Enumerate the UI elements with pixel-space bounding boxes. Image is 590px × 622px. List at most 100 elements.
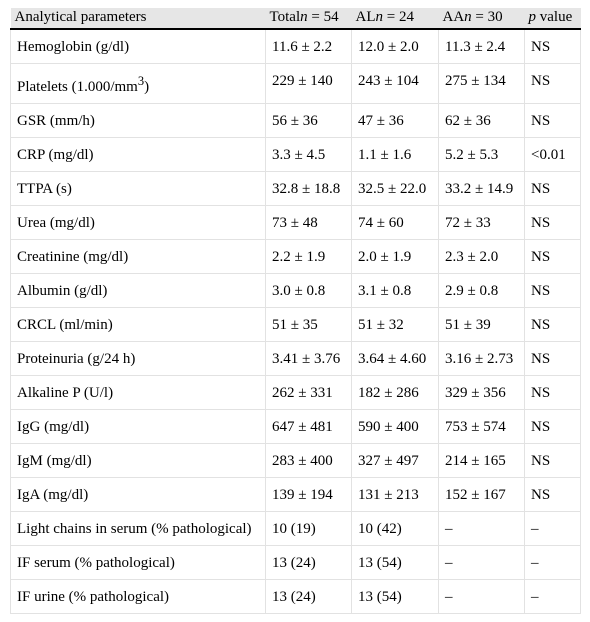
analytical-parameters-table: Analytical parameters Totaln = 54 ALn = … bbox=[10, 8, 581, 614]
cell-param: IF serum (% pathological) bbox=[10, 545, 266, 580]
cell-param-end: ) bbox=[144, 79, 150, 95]
cell-aa: 5.2 ± 5.3 bbox=[438, 137, 525, 172]
header-total-value: = 54 bbox=[307, 9, 339, 25]
table-row: Proteinuria (g/24 h) 3.41 ± 3.76 3.64 ± 4.… bbox=[10, 341, 581, 376]
cell-total: 262 ± 331 bbox=[265, 375, 352, 410]
cell-param: Platelets (1.000/mm3) bbox=[10, 63, 266, 104]
cell-p: – bbox=[524, 545, 581, 580]
cell-total: 283 ± 400 bbox=[265, 443, 352, 478]
table-row: Albumin (g/dl) 3.0 ± 0.8 3.1 ± 0.8 2.9 ± 0.… bbox=[10, 273, 581, 308]
header-al-n: n bbox=[375, 9, 384, 25]
cell-total: 10 (19) bbox=[265, 511, 352, 546]
cell-total: 73 ± 48 bbox=[265, 205, 352, 240]
cell-param: Creatinine (mg/dl) bbox=[10, 239, 266, 274]
table-row: IgA (mg/dl) 139 ± 194 131 ± 213 152 ± 167 NS bbox=[10, 477, 581, 512]
cell-al: 47 ± 36 bbox=[351, 103, 439, 138]
cell-aa: 2.3 ± 2.0 bbox=[438, 239, 525, 274]
cell-p: NS bbox=[524, 341, 581, 376]
cell-total: 56 ± 36 bbox=[265, 103, 352, 138]
table-row: Light chains in serum (% pathological) 10… bbox=[10, 511, 581, 546]
cell-p: NS bbox=[524, 63, 581, 104]
cell-aa: 62 ± 36 bbox=[438, 103, 525, 138]
cell-total: 3.41 ± 3.76 bbox=[265, 341, 352, 376]
cell-p: NS bbox=[524, 443, 581, 478]
cell-param: GSR (mm/h) bbox=[10, 103, 266, 138]
cell-p: NS bbox=[524, 273, 581, 308]
cell-aa: 72 ± 33 bbox=[438, 205, 525, 240]
cell-p: NS bbox=[524, 103, 581, 138]
cell-aa: 214 ± 165 bbox=[438, 443, 525, 478]
cell-param: IgM (mg/dl) bbox=[10, 443, 266, 478]
cell-param: CRP (mg/dl) bbox=[10, 137, 266, 172]
cell-total: 229 ± 140 bbox=[265, 63, 352, 104]
cell-aa: 33.2 ± 14.9 bbox=[438, 171, 525, 206]
cell-al: 327 ± 497 bbox=[351, 443, 439, 478]
header-aa: AAn = 30 bbox=[438, 8, 525, 30]
header-p-value: p value bbox=[524, 8, 581, 30]
cell-al: 182 ± 286 bbox=[351, 375, 439, 410]
cell-total: 139 ± 194 bbox=[265, 477, 352, 512]
header-p: p bbox=[528, 9, 537, 25]
header-al-label: AL bbox=[355, 9, 376, 25]
cell-p: NS bbox=[524, 171, 581, 206]
cell-al: 2.0 ± 1.9 bbox=[351, 239, 439, 274]
table-body: Hemoglobin (g/dl) 11.6 ± 2.2 12.0 ± 2.0 11.… bbox=[10, 29, 581, 614]
header-al-value: = 24 bbox=[383, 9, 414, 25]
cell-param: TTPA (s) bbox=[10, 171, 266, 206]
cell-p: – bbox=[524, 579, 581, 614]
cell-aa: 275 ± 134 bbox=[438, 63, 525, 104]
cell-al: 13 (54) bbox=[351, 579, 439, 614]
cell-total: 2.2 ± 1.9 bbox=[265, 239, 352, 274]
table-row: IF urine (% pathological) 13 (24) 13 (54) –… bbox=[10, 579, 581, 614]
cell-aa: 11.3 ± 2.4 bbox=[438, 29, 525, 64]
cell-param: Alkaline P (U/l) bbox=[10, 375, 266, 410]
cell-aa: 329 ± 356 bbox=[438, 375, 525, 410]
cell-param: Hemoglobin (g/dl) bbox=[10, 29, 266, 64]
cell-p: <0.01 bbox=[524, 137, 581, 172]
table-row: IgG (mg/dl) 647 ± 481 590 ± 400 753 ± 574 NS bbox=[10, 409, 581, 444]
cell-param: Urea (mg/dl) bbox=[10, 205, 266, 240]
cell-al: 3.64 ± 4.60 bbox=[351, 341, 439, 376]
cell-al: 12.0 ± 2.0 bbox=[351, 29, 439, 64]
cell-total: 11.6 ± 2.2 bbox=[265, 29, 352, 64]
cell-p: – bbox=[524, 511, 581, 546]
cell-al: 74 ± 60 bbox=[351, 205, 439, 240]
cell-al: 10 (42) bbox=[351, 511, 439, 546]
cell-total: 647 ± 481 bbox=[265, 409, 352, 444]
cell-total: 13 (24) bbox=[265, 579, 352, 614]
cell-aa: 152 ± 167 bbox=[438, 477, 525, 512]
cell-al: 131 ± 213 bbox=[351, 477, 439, 512]
cell-aa: 51 ± 39 bbox=[438, 307, 525, 342]
table-row: Platelets (1.000/mm3) 229 ± 140 243 ± 104 2… bbox=[10, 63, 581, 104]
cell-al: 51 ± 32 bbox=[351, 307, 439, 342]
cell-total: 3.3 ± 4.5 bbox=[265, 137, 352, 172]
cell-total: 51 ± 35 bbox=[265, 307, 352, 342]
header-al: ALn = 24 bbox=[351, 8, 439, 30]
cell-p: NS bbox=[524, 375, 581, 410]
table-row: GSR (mm/h) 56 ± 36 47 ± 36 62 ± 36 NS bbox=[10, 103, 581, 138]
cell-aa: – bbox=[438, 511, 525, 546]
cell-p: NS bbox=[524, 29, 581, 64]
cell-p: NS bbox=[524, 409, 581, 444]
cell-aa: – bbox=[438, 579, 525, 614]
cell-total: 32.8 ± 18.8 bbox=[265, 171, 352, 206]
header-total: Totaln = 54 bbox=[265, 8, 352, 30]
cell-al: 13 (54) bbox=[351, 545, 439, 580]
table-row: Urea (mg/dl) 73 ± 48 74 ± 60 72 ± 33 NS bbox=[10, 205, 581, 240]
header-aa-label: AA bbox=[442, 9, 465, 25]
header-total-label: Total bbox=[269, 9, 301, 25]
cell-param-sup: 3 bbox=[137, 74, 145, 88]
cell-param: IgG (mg/dl) bbox=[10, 409, 266, 444]
table-row: TTPA (s) 32.8 ± 18.8 32.5 ± 22.0 33.2 ± 14.… bbox=[10, 171, 581, 206]
header-parameters: Analytical parameters bbox=[10, 8, 266, 30]
table-row: Alkaline P (U/l) 262 ± 331 182 ± 286 329 ± … bbox=[10, 375, 581, 410]
cell-param: IgA (mg/dl) bbox=[10, 477, 266, 512]
cell-param: Albumin (g/dl) bbox=[10, 273, 266, 308]
cell-al: 3.1 ± 0.8 bbox=[351, 273, 439, 308]
cell-al: 1.1 ± 1.6 bbox=[351, 137, 439, 172]
table-row: Creatinine (mg/dl) 2.2 ± 1.9 2.0 ± 1.9 2.3 … bbox=[10, 239, 581, 274]
cell-aa: 753 ± 574 bbox=[438, 409, 525, 444]
header-aa-n: n bbox=[464, 9, 472, 25]
header-row: Analytical parameters Totaln = 54 ALn = … bbox=[10, 8, 581, 30]
cell-param: Light chains in serum (% pathological) bbox=[10, 511, 266, 546]
